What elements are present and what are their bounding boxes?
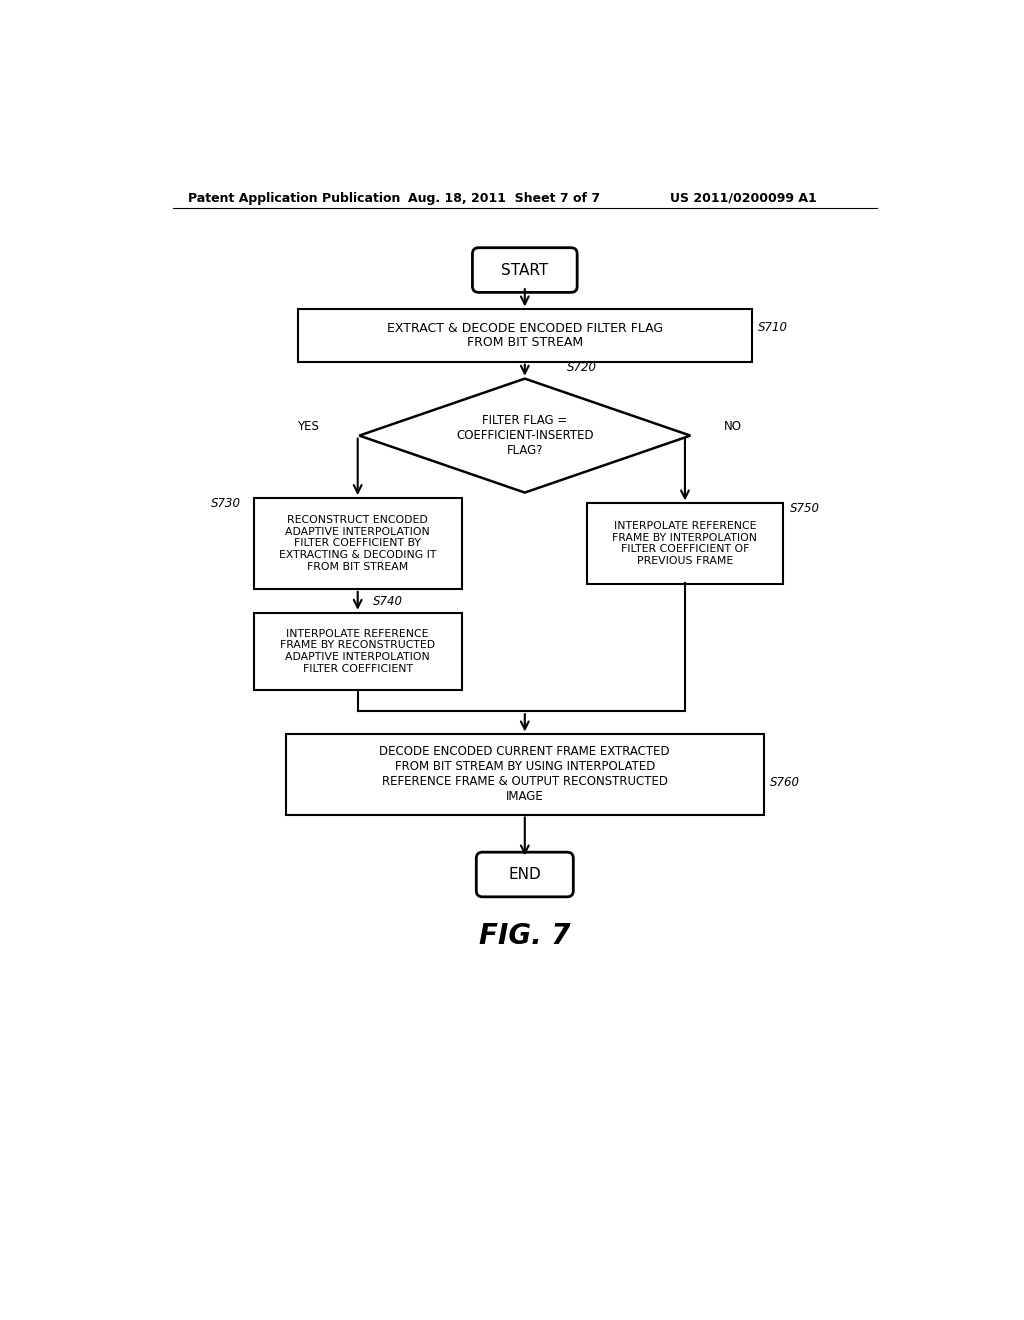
- Text: INTERPOLATE REFERENCE
FRAME BY INTERPOLATION
FILTER COEFFICIENT OF
PREVIOUS FRAM: INTERPOLATE REFERENCE FRAME BY INTERPOLA…: [612, 521, 758, 566]
- Text: END: END: [509, 867, 541, 882]
- Bar: [286, 734, 764, 814]
- Text: START: START: [501, 263, 549, 277]
- Text: S760: S760: [770, 776, 800, 788]
- Bar: [254, 498, 462, 589]
- Text: EXTRACT & DECODE ENCODED FILTER FLAG
FROM BIT STREAM: EXTRACT & DECODE ENCODED FILTER FLAG FRO…: [387, 322, 663, 350]
- Text: S710: S710: [758, 321, 788, 334]
- Bar: [587, 503, 783, 583]
- Text: DECODE ENCODED CURRENT FRAME EXTRACTED
FROM BIT STREAM BY USING INTERPOLATED
REF: DECODE ENCODED CURRENT FRAME EXTRACTED F…: [380, 746, 670, 804]
- Text: NO: NO: [724, 420, 741, 433]
- Text: YES: YES: [297, 420, 319, 433]
- Text: S740: S740: [373, 594, 403, 607]
- FancyBboxPatch shape: [476, 853, 573, 896]
- Bar: [254, 612, 462, 689]
- Text: S730: S730: [211, 496, 242, 510]
- Text: Patent Application Publication: Patent Application Publication: [188, 191, 400, 205]
- FancyBboxPatch shape: [472, 248, 578, 293]
- Text: INTERPOLATE REFERENCE
FRAME BY RECONSTRUCTED
ADAPTIVE INTERPOLATION
FILTER COEFF: INTERPOLATE REFERENCE FRAME BY RECONSTRU…: [281, 628, 435, 673]
- Text: Aug. 18, 2011  Sheet 7 of 7: Aug. 18, 2011 Sheet 7 of 7: [408, 191, 600, 205]
- Text: S720: S720: [567, 362, 597, 375]
- Text: S750: S750: [790, 502, 819, 515]
- Text: FILTER FLAG =
COEFFICIENT-INSERTED
FLAG?: FILTER FLAG = COEFFICIENT-INSERTED FLAG?: [456, 414, 594, 457]
- Text: US 2011/0200099 A1: US 2011/0200099 A1: [670, 191, 816, 205]
- Text: RECONSTRUCT ENCODED
ADAPTIVE INTERPOLATION
FILTER COEFFICIENT BY
EXTRACTING & DE: RECONSTRUCT ENCODED ADAPTIVE INTERPOLATI…: [279, 515, 436, 572]
- Polygon shape: [359, 379, 690, 492]
- Bar: [298, 309, 752, 362]
- Text: FIG. 7: FIG. 7: [479, 923, 570, 950]
